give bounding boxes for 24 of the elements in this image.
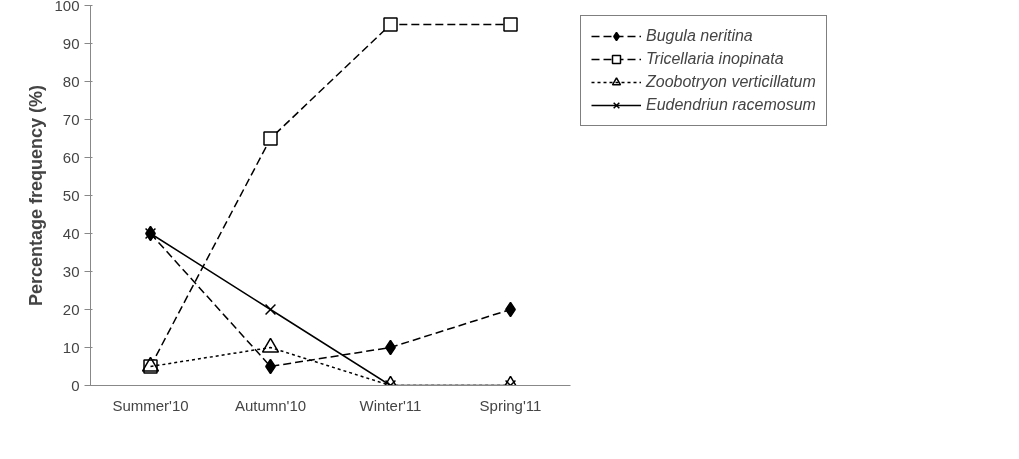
y-tick-label: 20 — [62, 300, 80, 318]
y-tick-label: 80 — [62, 72, 80, 90]
y-tick-label: 40 — [62, 224, 80, 242]
y-tick-label: 90 — [62, 34, 80, 52]
legend-label: Eudendriun racemosum — [646, 96, 816, 114]
x-tick-label: Summer'10 — [112, 396, 189, 414]
x-tick-label: Winter'11 — [359, 396, 422, 414]
point — [503, 17, 518, 32]
y-tick-label: 100 — [54, 0, 80, 14]
x-tick-label: Autumn'10 — [234, 396, 307, 414]
legend-label: Tricellaria inopinata — [646, 50, 784, 68]
y-tick-label: 50 — [62, 186, 80, 204]
legend-label: Zoobotryon verticillatum — [646, 73, 816, 91]
point — [264, 303, 277, 316]
y-tick-label: 0 — [71, 376, 80, 394]
y-tick-label: 70 — [62, 110, 80, 128]
y-tick-label: 10 — [62, 338, 80, 356]
y-tick-label: 60 — [62, 148, 80, 166]
point — [263, 131, 278, 146]
point — [383, 17, 398, 32]
legend-label: Bugula neritina — [646, 27, 753, 45]
x-tick-label: Spring'11 — [479, 396, 542, 414]
y-tick-label: 30 — [62, 262, 80, 280]
y-axis-title: Percentage frequency (%) — [26, 84, 47, 307]
